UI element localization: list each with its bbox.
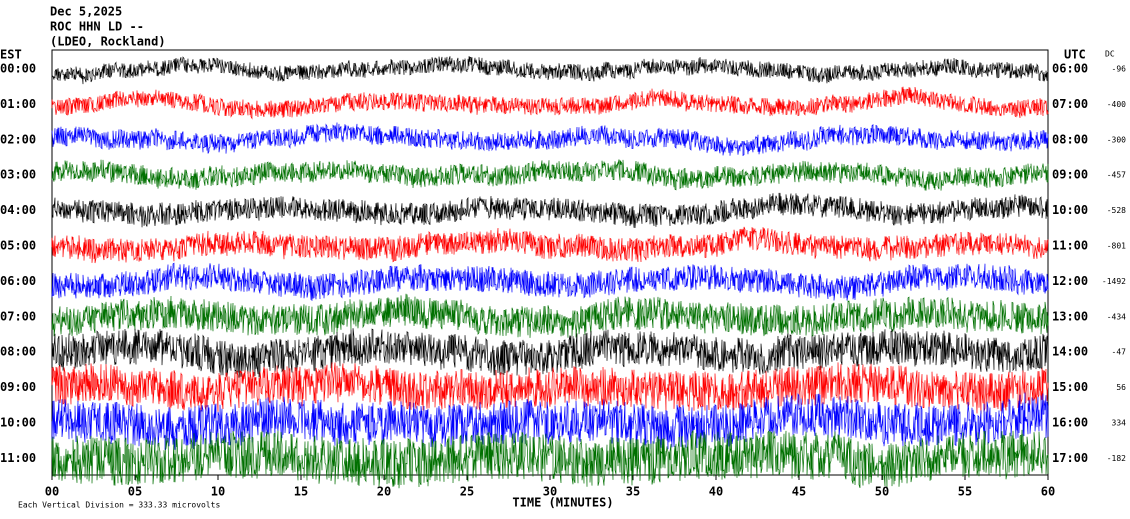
- utc-label: 10:00: [1052, 203, 1088, 217]
- est-label: 03:00: [0, 168, 36, 182]
- trace: [51, 429, 1049, 489]
- est-label: 05:00: [0, 239, 36, 253]
- dc-label: -801: [1107, 242, 1126, 251]
- left-zone: EST: [0, 48, 22, 62]
- utc-label: 15:00: [1052, 380, 1088, 394]
- est-label: 01:00: [0, 97, 36, 111]
- utc-label: 12:00: [1052, 274, 1088, 288]
- utc-label: 16:00: [1052, 416, 1088, 430]
- trace: [51, 56, 1049, 85]
- utc-label: 08:00: [1052, 132, 1088, 146]
- trace: [51, 122, 1049, 157]
- dc-label: 56: [1116, 383, 1126, 392]
- trace: [51, 293, 1049, 338]
- utc-label: 11:00: [1052, 239, 1088, 253]
- est-label: 09:00: [0, 380, 36, 394]
- title-line: ROC HHN LD --: [50, 20, 144, 34]
- x-tick-label: 35: [626, 485, 640, 499]
- dc-label: 334: [1112, 419, 1127, 428]
- est-label: 06:00: [0, 274, 36, 288]
- dc-label: -182: [1107, 454, 1126, 463]
- trace: [51, 262, 1049, 301]
- x-tick-label: 20: [377, 485, 391, 499]
- utc-label: 09:00: [1052, 168, 1088, 182]
- x-tick-label: 30: [543, 485, 557, 499]
- dc-label: -434: [1107, 312, 1126, 321]
- x-tick-label: 10: [211, 485, 225, 499]
- est-label: 02:00: [0, 132, 36, 146]
- trace: [51, 226, 1049, 264]
- est-label: 07:00: [0, 309, 36, 323]
- utc-label: 13:00: [1052, 309, 1088, 323]
- est-label: 08:00: [0, 345, 36, 359]
- x-tick-label: 05: [128, 485, 142, 499]
- dc-header: DC: [1105, 50, 1115, 59]
- x-tick-label: 60: [1041, 485, 1055, 499]
- traces: [51, 56, 1049, 489]
- x-tick-label: 00: [45, 485, 59, 499]
- est-label: 10:00: [0, 416, 36, 430]
- x-tick-label: 25: [460, 485, 474, 499]
- est-label: 00:00: [0, 62, 36, 76]
- right-zone: UTC: [1064, 48, 1086, 62]
- title-line: (LDEO, Rockland): [50, 35, 166, 49]
- trace: [51, 192, 1049, 229]
- dc-label: -1492: [1102, 277, 1126, 286]
- utc-label: 06:00: [1052, 62, 1088, 76]
- dc-label: -300: [1107, 135, 1126, 144]
- dc-label: -457: [1107, 171, 1126, 180]
- x-tick-label: 50: [875, 485, 889, 499]
- est-label: 11:00: [0, 451, 36, 465]
- x-axis-label: TIME (MINUTES): [512, 496, 613, 510]
- dc-label: -400: [1107, 100, 1126, 109]
- utc-label: 14:00: [1052, 345, 1088, 359]
- est-label: 04:00: [0, 203, 36, 217]
- footer: Each Vertical Division = 333.33 microvol…: [18, 501, 220, 510]
- x-tick-label: 15: [294, 485, 308, 499]
- utc-label: 17:00: [1052, 451, 1088, 465]
- x-tick-label: 45: [792, 485, 806, 499]
- dc-label: -528: [1107, 206, 1126, 215]
- dc-label: -96: [1112, 65, 1127, 74]
- x-tick-label: 55: [958, 485, 972, 499]
- trace: [51, 86, 1049, 120]
- dc-label: -47: [1112, 348, 1127, 357]
- title-line: Dec 5,2025: [50, 5, 122, 19]
- utc-label: 07:00: [1052, 97, 1088, 111]
- trace: [51, 159, 1049, 191]
- trace: [51, 328, 1049, 378]
- x-tick-label: 40: [709, 485, 723, 499]
- trace: [51, 362, 1049, 414]
